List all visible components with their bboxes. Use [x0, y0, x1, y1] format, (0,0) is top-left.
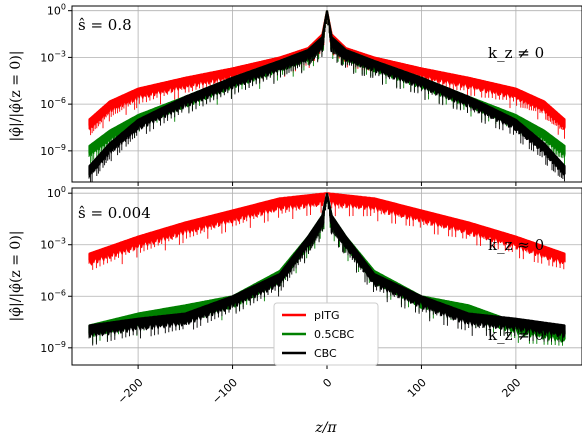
bottom-series-pitg-spikes	[88, 193, 565, 270]
x-tick-label: −100	[210, 376, 241, 407]
top-kz-annotation: k_z ≠ 0	[488, 44, 544, 62]
top-series-cbc	[88, 10, 566, 168]
top-panel: 100 10−3 10−6 10−9 ŝ = 0.8 k_z ≠ 0	[40, 3, 582, 183]
top-series-cbc-spikes	[88, 11, 565, 182]
x-axis-label: z/π	[314, 420, 337, 436]
top-y-axis-label: |φ̂|/|φ̂(z = 0)|	[8, 50, 24, 141]
top-y-tick-label: 10−6	[40, 96, 66, 111]
legend-label-0.5cbc: 0.5CBC	[314, 328, 355, 341]
legend: pITG 0.5CBC CBC	[273, 302, 379, 366]
x-tick-label: −200	[115, 376, 146, 407]
bottom-kz-annotation: k_z ≠ 0	[488, 326, 544, 344]
legend-box	[273, 302, 379, 366]
top-y-tick-label: 100	[47, 3, 66, 18]
bottom-y-tick-label: 10−6	[40, 288, 66, 303]
top-y-ticks: 100 10−3 10−6 10−9	[40, 3, 72, 158]
bottom-y-tick-label: 10−3	[40, 237, 66, 252]
bottom-kz0-annotation: k_z ≈ 0	[488, 236, 544, 254]
bottom-y-axis-label: |φ̂|/|φ̂(z = 0)|	[8, 230, 24, 321]
x-tick-label: 200	[499, 376, 523, 400]
bottom-series-cbc-spikes	[88, 193, 563, 346]
top-series	[88, 10, 566, 182]
bottom-series	[88, 192, 566, 346]
bottom-y-tick-label: 100	[47, 185, 66, 200]
top-y-tick-label: 10−3	[40, 49, 66, 64]
bottom-y-ticks: 100 10−3 10−6 10−9	[40, 185, 72, 355]
bottom-shear-annotation: ŝ = 0.004	[78, 204, 151, 222]
bottom-y-tick-label: 10−9	[40, 340, 66, 355]
legend-label-cbc: CBC	[314, 347, 337, 360]
x-tick-label: 0	[320, 376, 334, 390]
legend-label-pitg: pITG	[314, 309, 339, 322]
x-ticks: −200 −100 0 100 200	[115, 182, 523, 407]
bottom-panel: 100 10−3 10−6 10−9 −200 −100 0 100 200 ŝ = 0.00…	[40, 182, 582, 407]
x-tick-label: 100	[405, 376, 429, 400]
top-shear-annotation: ŝ = 0.8	[78, 16, 132, 34]
top-y-tick-label: 10−9	[40, 143, 66, 158]
bottom-series-cbc	[88, 193, 566, 327]
